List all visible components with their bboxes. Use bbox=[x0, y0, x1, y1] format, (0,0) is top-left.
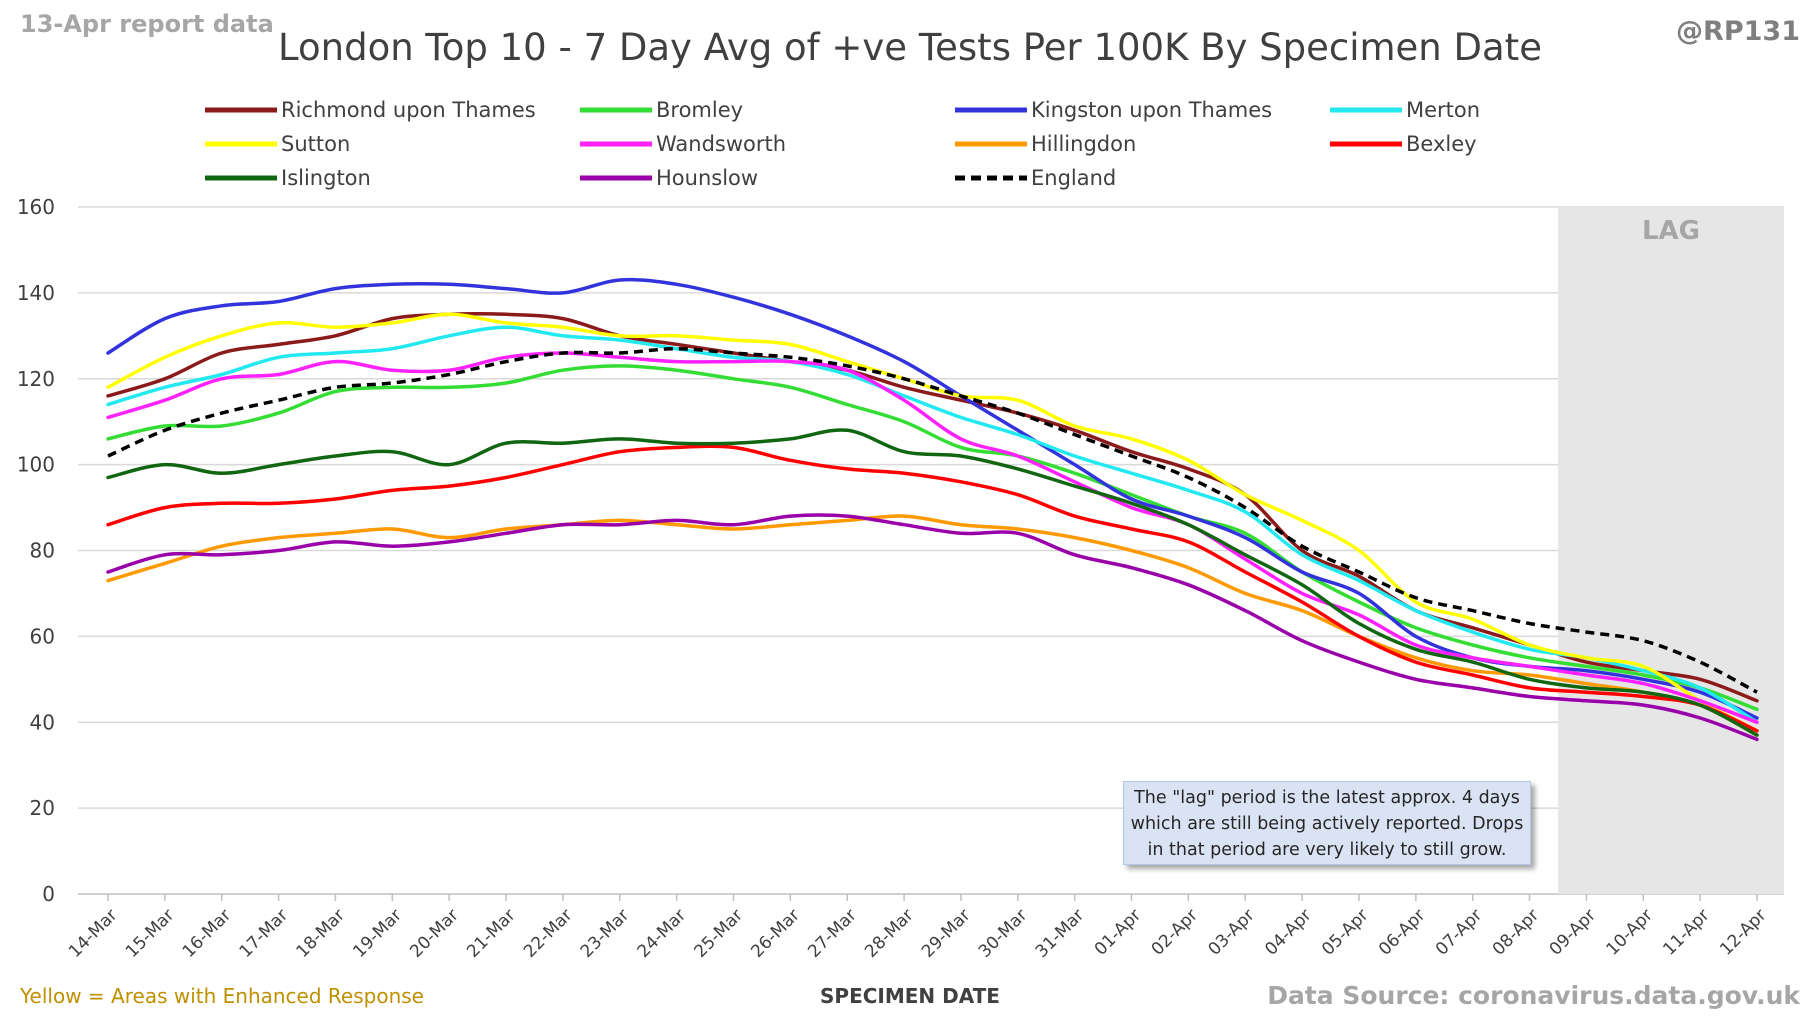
report-date-label: 13-Apr report data bbox=[20, 10, 274, 38]
x-tick-label: 02-Apr bbox=[1148, 905, 1202, 959]
lag-explanation-note: The "lag" period is the latest approx. 4… bbox=[1123, 781, 1531, 865]
y-tick-label: 0 bbox=[42, 882, 55, 906]
x-tick-label: 21-Mar bbox=[463, 905, 519, 961]
x-tick-label: 30-Mar bbox=[975, 905, 1031, 961]
series-line-bromley bbox=[106, 364, 1759, 712]
x-tick-label: 08-Apr bbox=[1489, 905, 1543, 959]
x-tick-label: 09-Apr bbox=[1546, 905, 1600, 959]
legend: Richmond upon Thames Bromley Kingston upon… bbox=[205, 98, 1480, 190]
x-tick-label: 23-Mar bbox=[577, 905, 633, 961]
y-tick-label: 20 bbox=[30, 796, 55, 820]
legend-label-sutton: Sutton bbox=[281, 132, 350, 156]
legend-label-kingston-upon-thames: Kingston upon Thames bbox=[1031, 98, 1272, 122]
legend-label-hounslow: Hounslow bbox=[656, 166, 758, 190]
x-tick-label: 24-Mar bbox=[634, 905, 690, 961]
x-tick-label: 25-Mar bbox=[691, 905, 747, 961]
x-tick-label: 20-Mar bbox=[406, 905, 462, 961]
x-tick-label: 29-Mar bbox=[918, 905, 974, 961]
x-tick-label: 04-Apr bbox=[1261, 905, 1315, 959]
x-tick-label: 11-Apr bbox=[1659, 905, 1713, 959]
y-tick-label: 120 bbox=[17, 367, 55, 391]
x-tick-label: 28-Mar bbox=[861, 905, 917, 961]
y-tick-label: 140 bbox=[17, 281, 55, 305]
series-line-richmond-upon-thames bbox=[106, 312, 1759, 703]
series-line-islington bbox=[106, 428, 1759, 737]
x-tick-label: 18-Mar bbox=[293, 905, 349, 961]
x-tick-label: 07-Apr bbox=[1432, 905, 1486, 959]
x-axis-label: SPECIMEN DATE bbox=[820, 984, 1000, 1008]
x-tick-label: 19-Mar bbox=[349, 905, 405, 961]
author-handle: @RP131 bbox=[1676, 16, 1800, 47]
lag-note-line-2: which are still being actively reported.… bbox=[1130, 814, 1524, 834]
x-tick-label: 05-Apr bbox=[1318, 905, 1372, 959]
y-tick-label: 60 bbox=[30, 624, 55, 648]
y-tick-label: 160 bbox=[17, 195, 55, 219]
lag-note-line-3: in that period are very likely to still … bbox=[1147, 840, 1507, 860]
legend-label-merton: Merton bbox=[1406, 98, 1480, 122]
legend-label-richmond-upon-thames: Richmond upon Thames bbox=[281, 98, 536, 122]
y-tick-label: 40 bbox=[30, 710, 55, 734]
chart-title: London Top 10 - 7 Day Avg of +ve Tests P… bbox=[278, 26, 1542, 69]
data-source-note: Data Source: coronavirus.data.gov.uk bbox=[1267, 981, 1800, 1010]
series-line-wandsworth bbox=[106, 351, 1759, 725]
series-line-bexley bbox=[106, 444, 1759, 733]
x-tick-label: 31-Mar bbox=[1032, 905, 1088, 961]
series-lines bbox=[106, 277, 1759, 742]
y-tick-label: 100 bbox=[17, 453, 55, 477]
x-tick-label: 01-Apr bbox=[1091, 905, 1145, 959]
y-tick-label: 80 bbox=[30, 539, 55, 563]
x-tick-label: 27-Mar bbox=[804, 905, 860, 961]
x-tick-label: 12-Apr bbox=[1716, 905, 1770, 959]
x-tick-label: 10-Apr bbox=[1602, 905, 1656, 959]
lag-band: LAG bbox=[1557, 207, 1784, 894]
legend-label-england: England bbox=[1031, 166, 1116, 190]
x-tick-label: 15-Mar bbox=[122, 905, 178, 961]
series-line-hounslow bbox=[106, 513, 1759, 742]
x-tick-label: 06-Apr bbox=[1375, 905, 1429, 959]
legend-label-bexley: Bexley bbox=[1406, 132, 1477, 156]
x-tick-label: 26-Mar bbox=[747, 905, 803, 961]
enhanced-response-note: Yellow = Areas with Enhanced Response bbox=[20, 984, 424, 1008]
legend-label-bromley: Bromley bbox=[656, 98, 743, 122]
legend-label-islington: Islington bbox=[281, 166, 371, 190]
lag-note-line-1: The "lag" period is the latest approx. 4… bbox=[1134, 788, 1520, 808]
lag-band-rect bbox=[1557, 207, 1784, 894]
series-line-hillingdon bbox=[106, 514, 1759, 737]
x-tick-label: 16-Mar bbox=[179, 905, 235, 961]
x-tick-label: 22-Mar bbox=[520, 905, 576, 961]
x-tick-label: 17-Mar bbox=[236, 905, 292, 961]
series-line-merton bbox=[106, 325, 1759, 725]
lag-band-label: LAG bbox=[1642, 216, 1700, 246]
x-tick-label: 03-Apr bbox=[1204, 905, 1258, 959]
x-tick-label: 14-Mar bbox=[65, 905, 121, 961]
legend-label-hillingdon: Hillingdon bbox=[1031, 132, 1136, 156]
legend-label-wandsworth: Wandsworth bbox=[656, 132, 786, 156]
